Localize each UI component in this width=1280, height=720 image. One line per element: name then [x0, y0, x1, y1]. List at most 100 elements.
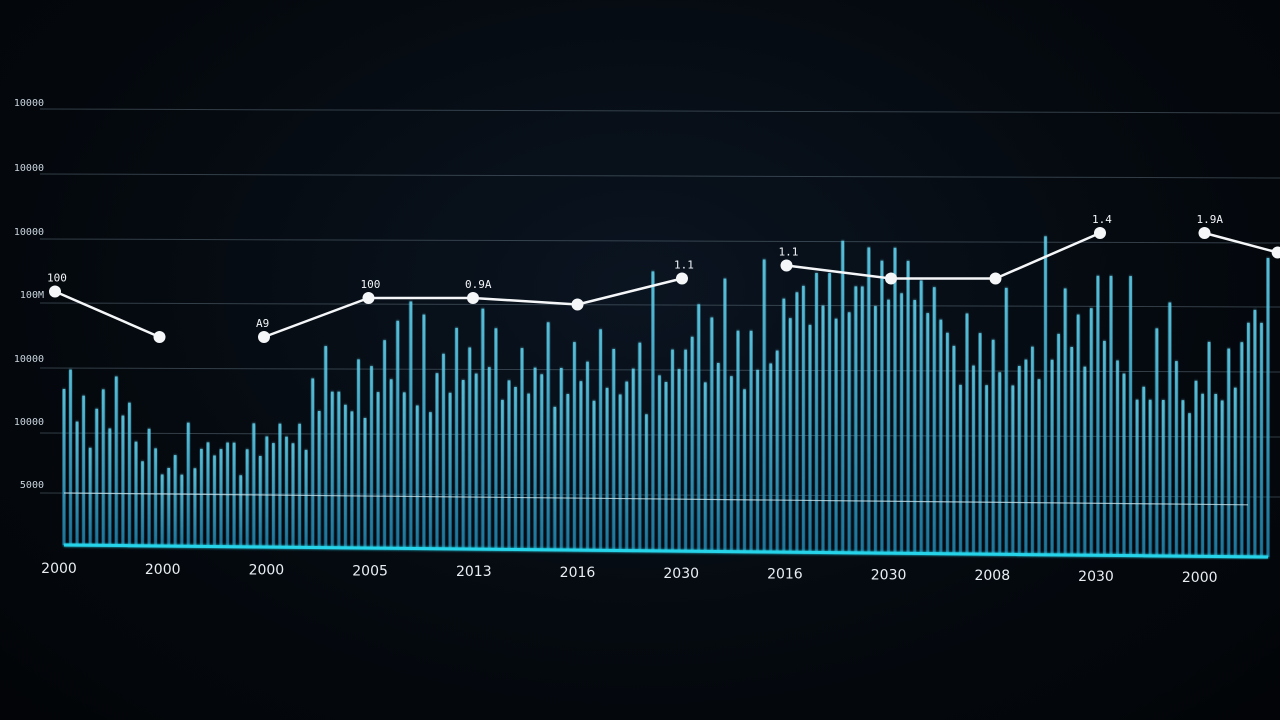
bar: [455, 327, 458, 549]
bar: [488, 367, 491, 550]
bar: [1148, 399, 1152, 556]
bar: [723, 278, 727, 552]
y-axis-tick-labels: 5000 10000 10000 100M 10000 10000 10000: [14, 98, 44, 491]
bar: [717, 363, 720, 552]
bar: [959, 384, 962, 554]
bar: [802, 285, 805, 553]
bar: [219, 449, 223, 547]
bar: [939, 319, 943, 554]
x-tick-label: 2005: [352, 563, 388, 579]
bar: [749, 330, 753, 552]
bar: [520, 348, 524, 550]
bar: [435, 373, 439, 549]
bar: [1037, 379, 1041, 555]
bar: [690, 336, 694, 552]
bar: [1090, 308, 1093, 556]
x-tick-label: 2016: [560, 565, 596, 581]
bar: [1070, 347, 1073, 555]
gridline: [39, 367, 1280, 373]
bar: [972, 365, 975, 555]
bar: [1168, 302, 1172, 556]
bar: [474, 373, 478, 550]
bar: [861, 286, 864, 553]
bar: [704, 382, 707, 552]
bar: [965, 313, 969, 554]
bar: [1201, 393, 1204, 557]
line-point: [153, 331, 166, 343]
point-label: 1.9A: [1197, 213, 1224, 226]
bar: [808, 324, 812, 553]
gridline: [39, 173, 1280, 179]
bar: [429, 412, 432, 549]
line-point: [1094, 227, 1106, 239]
bar: [919, 280, 923, 554]
bar: [1024, 359, 1028, 555]
bar: [795, 292, 799, 553]
point-label: 0.9A: [465, 278, 492, 291]
y-tick-label: 10000: [14, 354, 44, 365]
gridline: [39, 108, 1280, 114]
line-point: [885, 272, 897, 285]
point-label: 1.1: [779, 246, 799, 259]
x-tick-label: 2008: [974, 568, 1010, 584]
gridlines: [39, 108, 1280, 498]
bar: [481, 308, 485, 550]
bar: [494, 328, 498, 550]
bar: [762, 259, 766, 552]
bar: [592, 400, 596, 551]
bar: [638, 342, 642, 551]
bar: [121, 415, 125, 546]
bar: [501, 399, 504, 550]
bar: [815, 273, 818, 553]
bar: [187, 422, 190, 547]
bar: [612, 349, 615, 551]
bar: [75, 421, 79, 546]
bar: [1018, 366, 1021, 555]
baseline-group: [63, 543, 1269, 559]
line-point: [258, 331, 270, 343]
gridline: [39, 302, 1280, 308]
bar: [265, 436, 269, 547]
y-tick-label: 100M: [20, 290, 44, 301]
bar: [245, 449, 249, 547]
bar: [664, 382, 668, 551]
bar: [756, 369, 759, 552]
line-point: [676, 272, 688, 285]
line-point: [362, 292, 375, 304]
bar: [1031, 346, 1034, 555]
bar: [632, 368, 635, 551]
bar: [1005, 287, 1008, 555]
bar: [1234, 387, 1237, 557]
y-tick-label: 10000: [14, 98, 44, 109]
line-segment: [54, 290, 160, 339]
y-tick-label: 10000: [14, 163, 44, 174]
bar: [867, 247, 871, 553]
bar: [1240, 342, 1244, 557]
bar: [363, 418, 367, 548]
bar: [82, 395, 85, 546]
bar: [933, 287, 936, 554]
bar: [370, 366, 373, 549]
bar: [442, 353, 445, 549]
bar: [645, 414, 648, 551]
bar: [998, 372, 1001, 555]
line-point: [1271, 246, 1280, 259]
bar: [1129, 276, 1132, 556]
bar: [324, 346, 327, 548]
bar: [946, 332, 949, 554]
bar: [422, 314, 426, 549]
bar: [566, 394, 570, 550]
bar: [344, 404, 347, 548]
bar: [1247, 322, 1250, 557]
bar: [1096, 275, 1100, 556]
bar: [317, 411, 321, 548]
bar: [1142, 386, 1145, 556]
bar: [396, 320, 399, 549]
gridline: [39, 238, 1280, 244]
x-axis-tick-labels: 2000 2000 2000 2005 2013 2016 2030 2016 2030 2008…: [41, 561, 1217, 586]
bar: [213, 455, 216, 547]
bar: [710, 317, 714, 552]
bar: [193, 468, 197, 547]
bar: [461, 380, 465, 549]
